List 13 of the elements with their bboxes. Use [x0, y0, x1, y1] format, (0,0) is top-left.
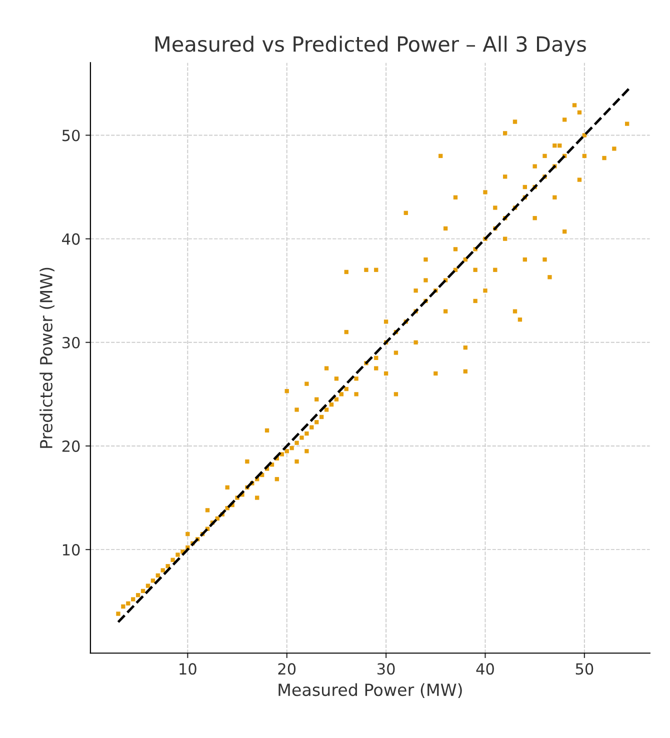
chart-title: Measured vs Predicted Power – All 3 Days	[155, 36, 586, 56]
y-tick-label: 30	[62, 336, 80, 348]
y-tick-label: 20	[62, 440, 80, 452]
y-axis-title: Predicted Power (MW)	[40, 268, 54, 448]
x-tick-label: 50	[576, 663, 594, 675]
y-tick-label: 40	[62, 233, 80, 245]
x-tick-label: 20	[278, 663, 296, 675]
x-tick-label: 30	[377, 663, 395, 675]
x-axis-title: Measured Power (MW)	[278, 683, 462, 698]
x-tick-label: 40	[476, 663, 494, 675]
y-tick-label: 10	[62, 544, 80, 556]
y-tick-label: 50	[62, 130, 80, 142]
x-tick-label: 10	[180, 663, 196, 675]
